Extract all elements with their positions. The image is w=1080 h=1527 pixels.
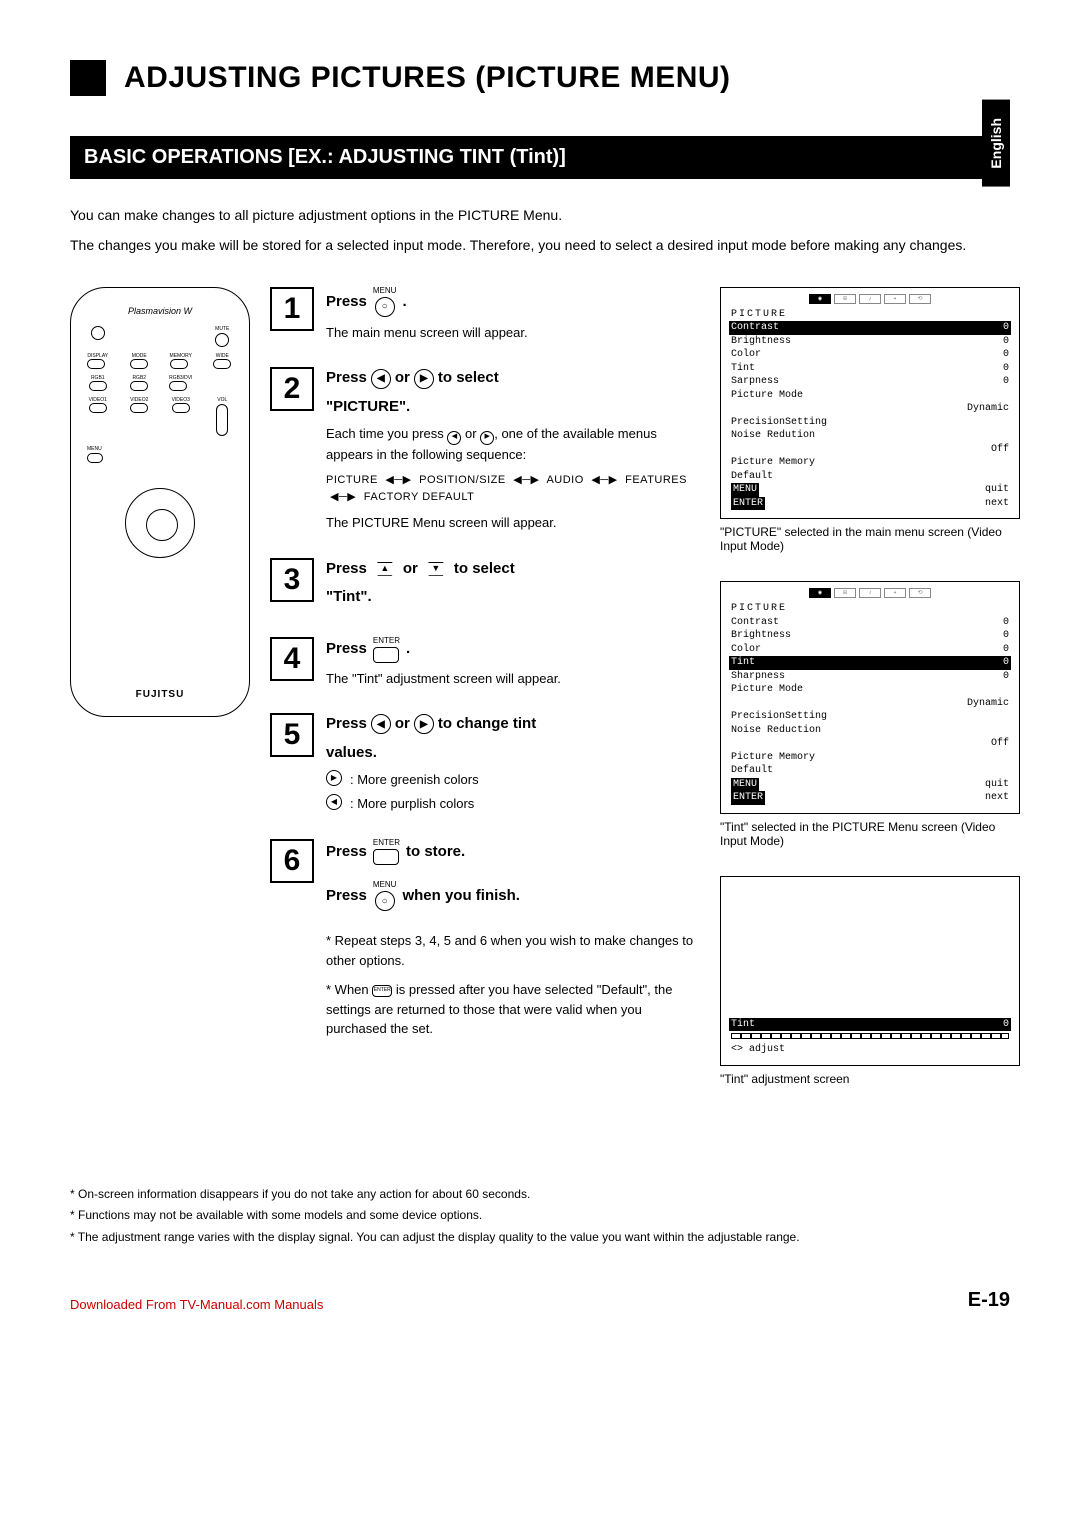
step-number-5: 5 <box>270 713 314 757</box>
right-arrow-icon: ▶ <box>414 369 434 389</box>
step6-note1: * Repeat steps 3, 4, 5 and 6 when you wi… <box>326 931 700 970</box>
page-title: ADJUSTING PICTURES (PICTURE MENU) <box>124 61 731 95</box>
section-heading: BASIC OPERATIONS [EX.: ADJUSTING TINT (T… <box>70 136 1010 179</box>
menu-button-icon: ○ <box>375 297 395 317</box>
footnote-3: * The adjustment range varies with the d… <box>70 1227 1010 1249</box>
right-arrow-icon: ▶ <box>414 714 434 734</box>
osd-caption-3: "Tint" adjustment screen <box>720 1072 1020 1086</box>
osd-tint-adjust-screen: Tint0 <> adjust <box>720 876 1020 1066</box>
step2-body1: Each time you press ◀ or ▶, one of the a… <box>326 424 700 464</box>
remote-brand: Plasmavision W <box>79 306 241 316</box>
footnote-2: * Functions may not be available with so… <box>70 1205 1010 1227</box>
step2-body2: The PICTURE Menu screen will appear. <box>326 513 700 533</box>
osd-caption-1: "PICTURE" selected in the main menu scre… <box>720 525 1020 553</box>
menu-sequence: PICTURE ◀─▶ POSITION/SIZE ◀─▶ AUDIO ◀─▶ … <box>326 472 700 505</box>
step-number-2: 2 <box>270 367 314 411</box>
step-number-1: 1 <box>270 287 314 331</box>
bullet-left: ◀: More purplish colors <box>326 794 536 814</box>
step1-press: Press <box>326 291 367 314</box>
enter-button-icon <box>373 647 399 663</box>
enter-button-icon <box>373 849 399 865</box>
remote-logo: FUJITSU <box>71 689 249 700</box>
menu-button-icon: ○ <box>375 891 395 911</box>
down-arrow-icon: ▼ <box>422 562 450 576</box>
left-arrow-icon: ◀ <box>371 714 391 734</box>
footnote-1: * On-screen information disappears if yo… <box>70 1184 1010 1206</box>
intro-text-1: You can make changes to all picture adju… <box>70 204 1010 226</box>
bullet-right: ▶: More greenish colors <box>326 770 536 790</box>
title-block <box>70 60 106 96</box>
step6-note2: * When ENTER is pressed after you have s… <box>326 980 700 1039</box>
footer-download-link[interactable]: Downloaded From TV-Manual.com Manuals <box>70 1297 323 1312</box>
language-tab: English <box>982 100 1010 187</box>
step-number-3: 3 <box>270 558 314 602</box>
left-arrow-icon: ◀ <box>371 369 391 389</box>
page-number: E-19 <box>968 1289 1010 1312</box>
intro-text-2: The changes you make will be stored for … <box>70 234 1010 256</box>
up-arrow-icon: ▲ <box>371 562 399 576</box>
remote-illustration: Plasmavision W MUTE DISPLAY MODE MEMORY … <box>70 287 250 717</box>
osd-caption-2: "Tint" selected in the PICTURE Menu scre… <box>720 820 1020 848</box>
osd-screen-tint-selected: ◉⊞♪✦⟲ PICTURE Contrast0 Brightness0 Colo… <box>720 581 1020 814</box>
osd-screen-picture-selected: ◉⊞♪✦⟲ PICTURE Contrast0 Brightness0 Colo… <box>720 287 1020 520</box>
step1-body: The main menu screen will appear. <box>326 323 528 343</box>
step-number-4: 4 <box>270 637 314 681</box>
step-number-6: 6 <box>270 839 314 883</box>
step4-body: The "Tint" adjustment screen will appear… <box>326 669 561 689</box>
